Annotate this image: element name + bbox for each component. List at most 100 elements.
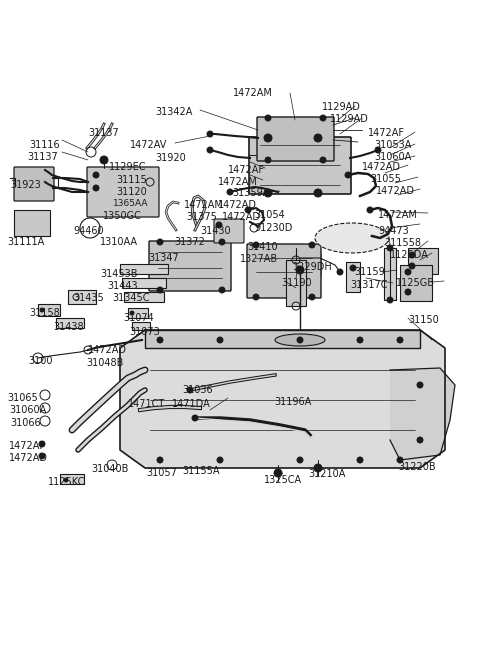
Text: 31057: 31057 (146, 468, 177, 478)
Text: 1472AM: 1472AM (184, 200, 224, 210)
Polygon shape (120, 330, 445, 468)
Circle shape (265, 157, 271, 163)
Text: 1325CA: 1325CA (264, 475, 302, 485)
Text: 31438: 31438 (53, 322, 84, 332)
Text: 1472AF: 1472AF (9, 441, 46, 451)
Circle shape (264, 189, 272, 197)
Circle shape (314, 189, 322, 197)
Bar (68, 290, 96, 304)
Text: 1472AD: 1472AD (222, 212, 261, 222)
Circle shape (216, 222, 222, 228)
Text: 1350GC: 1350GC (103, 211, 142, 221)
Text: 1125KC: 1125KC (48, 477, 85, 487)
Circle shape (265, 115, 271, 121)
Bar (132, 322, 150, 330)
Text: 1472AF: 1472AF (368, 128, 405, 138)
Circle shape (100, 156, 108, 164)
FancyBboxPatch shape (249, 137, 351, 194)
Bar (384, 248, 396, 300)
Circle shape (350, 265, 356, 271)
Text: 1125DA: 1125DA (390, 250, 429, 260)
FancyBboxPatch shape (247, 244, 321, 298)
Circle shape (387, 297, 393, 303)
Bar (60, 474, 84, 484)
Text: 31116: 31116 (29, 140, 60, 150)
Circle shape (320, 115, 326, 121)
Circle shape (157, 337, 163, 343)
Bar (56, 318, 84, 328)
Text: 31347: 31347 (148, 253, 179, 263)
Text: 31066: 31066 (10, 418, 41, 428)
Text: 31150: 31150 (408, 315, 439, 325)
Circle shape (405, 289, 411, 295)
Circle shape (157, 239, 163, 245)
Circle shape (417, 382, 423, 388)
Text: 1310AA: 1310AA (100, 237, 138, 247)
Text: 1472AD: 1472AD (9, 453, 48, 463)
Text: 1472AD: 1472AD (362, 162, 401, 172)
Text: 1472AV: 1472AV (130, 140, 168, 150)
Text: 31210A: 31210A (308, 469, 346, 479)
Circle shape (93, 185, 99, 191)
Circle shape (192, 415, 198, 421)
Text: 1471DA: 1471DA (172, 399, 211, 409)
Text: 31060A: 31060A (9, 405, 46, 415)
Circle shape (409, 252, 415, 258)
Text: 1472AD: 1472AD (218, 200, 257, 210)
Circle shape (397, 337, 403, 343)
Circle shape (64, 478, 68, 482)
Text: 31375: 31375 (186, 212, 217, 222)
Circle shape (39, 441, 45, 447)
Text: 1472AD: 1472AD (376, 186, 415, 196)
FancyBboxPatch shape (14, 167, 54, 201)
Circle shape (309, 294, 315, 300)
Text: 31220B: 31220B (398, 462, 436, 472)
FancyBboxPatch shape (149, 241, 231, 291)
Circle shape (157, 457, 163, 463)
FancyBboxPatch shape (279, 254, 321, 276)
FancyBboxPatch shape (87, 167, 159, 217)
Text: 31430: 31430 (200, 226, 230, 236)
Ellipse shape (275, 334, 325, 346)
Bar (408, 248, 438, 274)
Circle shape (314, 464, 322, 472)
Circle shape (245, 207, 251, 213)
Text: 1472AM: 1472AM (233, 88, 273, 98)
Circle shape (217, 337, 223, 343)
Circle shape (207, 147, 213, 153)
Bar (128, 308, 148, 318)
FancyBboxPatch shape (214, 219, 244, 243)
Text: 31053A: 31053A (374, 140, 411, 150)
Ellipse shape (315, 223, 389, 253)
Circle shape (93, 172, 99, 178)
Bar (122, 278, 166, 288)
Text: 311558: 311558 (384, 238, 421, 248)
Text: 31372: 31372 (174, 237, 205, 247)
Bar (400, 265, 432, 301)
Circle shape (40, 308, 44, 312)
Text: 94473: 94473 (378, 226, 409, 236)
Circle shape (337, 269, 343, 275)
Bar (286, 260, 306, 306)
Text: 31120: 31120 (116, 187, 147, 197)
Circle shape (296, 266, 304, 274)
Circle shape (397, 457, 403, 463)
Circle shape (39, 453, 45, 459)
Text: 1472AD: 1472AD (88, 345, 127, 355)
Bar (124, 292, 164, 302)
Text: 31159: 31159 (354, 267, 385, 277)
Circle shape (309, 242, 315, 248)
Bar (346, 262, 360, 292)
Text: 31036: 31036 (182, 385, 213, 395)
Circle shape (187, 387, 193, 393)
Bar (120, 264, 168, 274)
Text: 31155A: 31155A (182, 466, 219, 476)
Text: 31040B: 31040B (91, 464, 128, 474)
Text: 1327AB: 1327AB (240, 254, 278, 264)
Text: 31115: 31115 (116, 175, 147, 185)
Circle shape (253, 294, 259, 300)
Text: 31410: 31410 (247, 242, 277, 252)
Circle shape (387, 245, 393, 251)
Circle shape (405, 269, 411, 275)
Text: 31435: 31435 (73, 293, 104, 303)
